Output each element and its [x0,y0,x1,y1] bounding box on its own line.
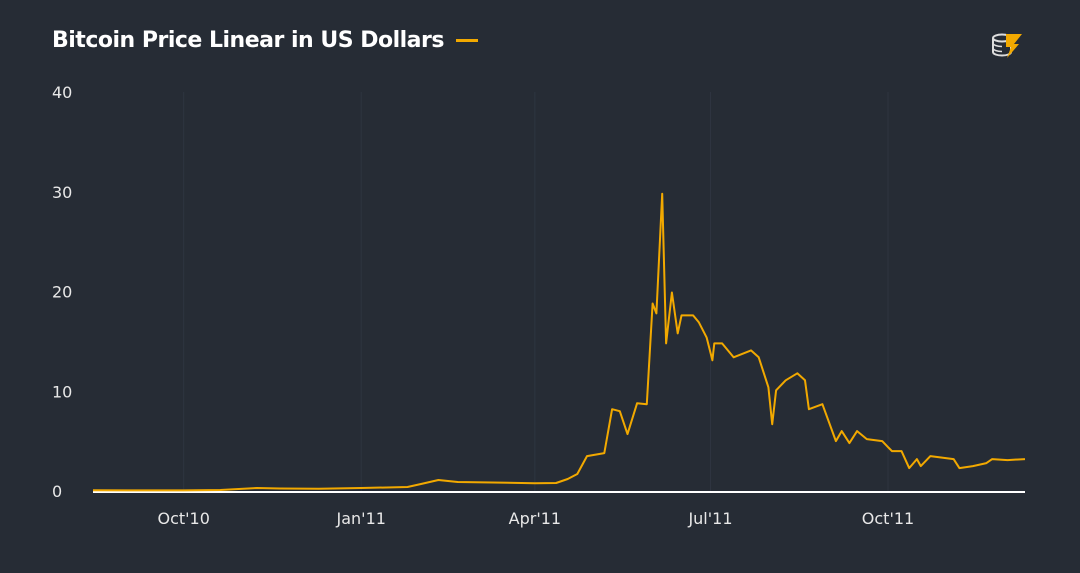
coin-stack-logo-icon [992,33,1022,58]
x-tick-label: Jan'11 [336,509,386,528]
y-tick-label: 0 [52,482,62,501]
y-tick-label: 40 [52,83,72,102]
price-line [92,192,1026,492]
y-tick-label: 30 [52,183,72,202]
x-tick-label: Oct'10 [157,509,209,528]
chart-title-text: Bitcoin Price Linear in US Dollars [52,28,444,53]
legend-swatch [455,39,478,42]
x-tick-label: Oct'11 [862,509,914,528]
x-tick-label: Apr'11 [509,509,561,528]
chart-title: Bitcoin Price Linear in US Dollars [52,28,478,53]
x-tick-label: Jul'11 [687,509,732,528]
y-tick-label: 20 [52,283,72,302]
y-tick-label: 10 [52,382,72,401]
